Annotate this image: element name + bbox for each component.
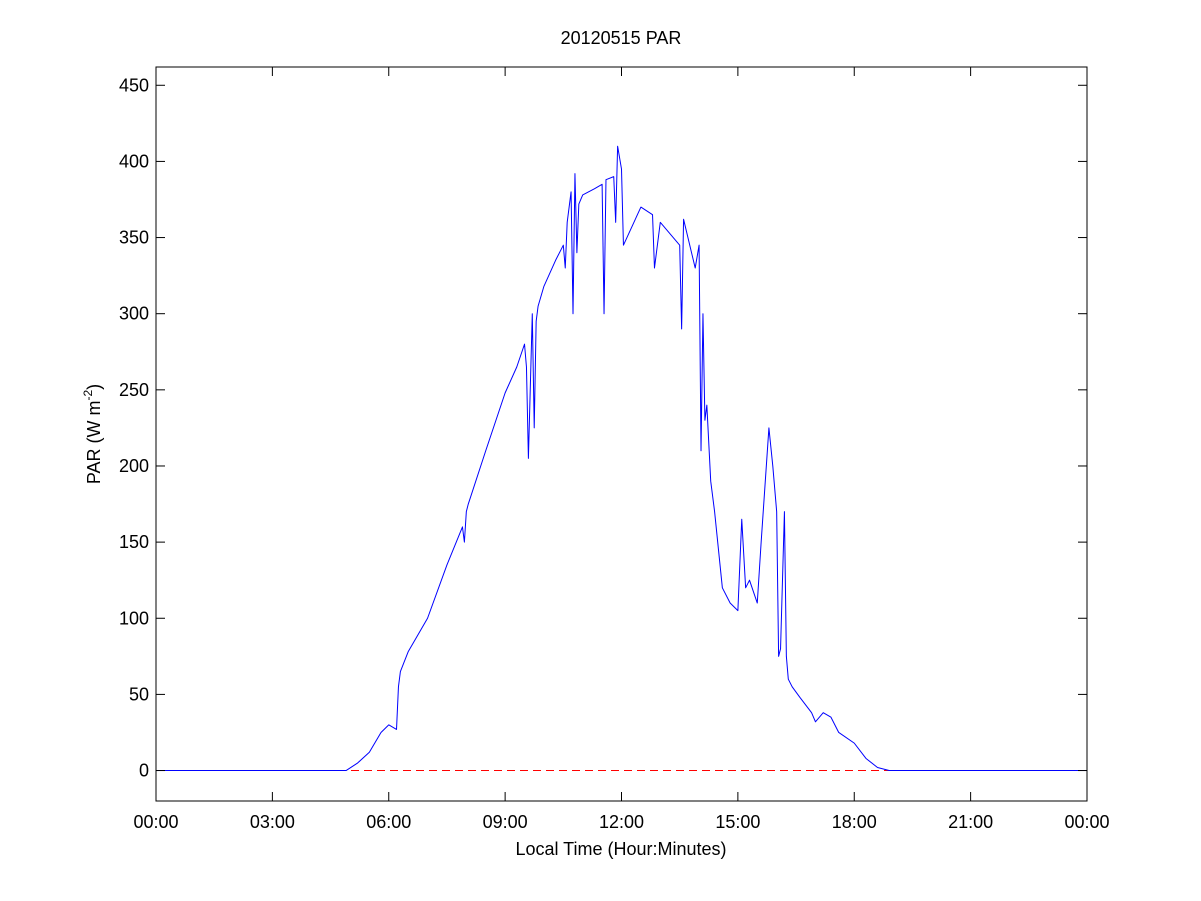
y-tick-label: 50	[129, 684, 149, 704]
y-tick-label: 100	[119, 608, 149, 628]
x-tick-label: 06:00	[366, 812, 411, 832]
x-tick-label: 00:00	[133, 812, 178, 832]
y-axis-label: PAR (W m-2)	[81, 384, 104, 484]
data-line	[156, 145, 1087, 772]
y-tick-label: 450	[119, 75, 149, 95]
y-tick-label: 300	[119, 304, 149, 324]
y-axis-label-main: PAR (W m	[84, 401, 104, 485]
y-tick-label: 350	[119, 228, 149, 248]
x-tick-label: 03:00	[250, 812, 295, 832]
x-tick-label: 00:00	[1064, 812, 1109, 832]
y-axis-label-sup: -2	[81, 390, 95, 401]
y-tick-label: 400	[119, 151, 149, 171]
chart-title: 20120515 PAR	[561, 28, 682, 48]
x-tick-label: 18:00	[832, 812, 877, 832]
y-tick-label: 0	[139, 761, 149, 781]
x-tick-label: 12:00	[599, 812, 644, 832]
y-tick-label: 250	[119, 380, 149, 400]
y-tick-label: 150	[119, 532, 149, 552]
x-tick-label: 09:00	[483, 812, 528, 832]
plot-area	[156, 67, 1087, 801]
y-tick-label: 200	[119, 456, 149, 476]
x-axis-label: Local Time (Hour:Minutes)	[515, 839, 726, 859]
y-axis-label-end: )	[84, 384, 104, 390]
x-tick-label: 21:00	[948, 812, 993, 832]
x-tick-label: 15:00	[715, 812, 760, 832]
